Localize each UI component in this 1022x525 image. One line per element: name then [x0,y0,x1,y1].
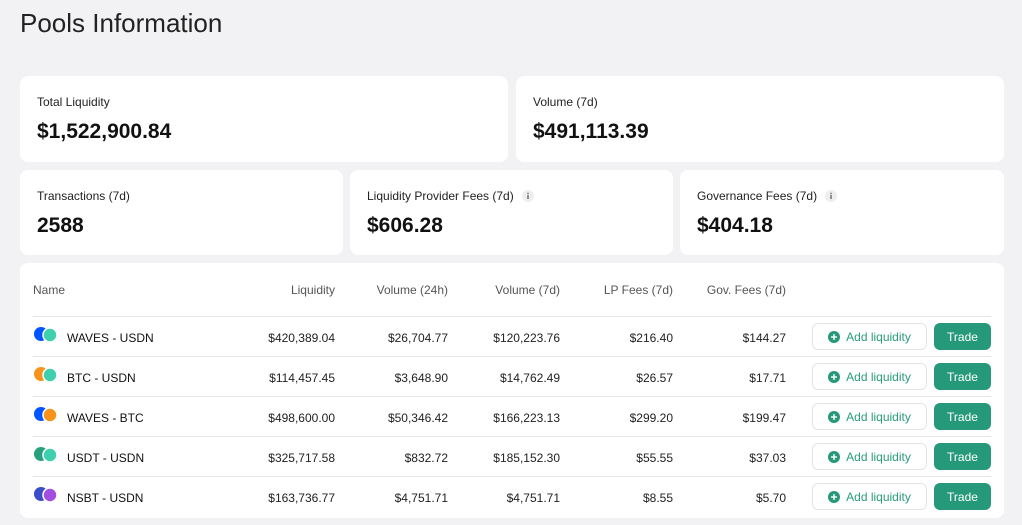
cell: $37.03 [749,451,786,465]
column-header: Volume (7d) [495,283,560,297]
pool-icon [34,407,58,423]
info-icon[interactable] [521,190,534,202]
stat-label: Liquidity Provider Fees (7d) [367,189,514,203]
stat-card: Governance Fees (7d) $404.18 [680,170,1004,255]
column-header: Name [33,283,66,297]
cell: $163,736.77 [268,491,335,505]
add-liquidity-label: Add liquidity [846,329,911,344]
trade-button[interactable]: Trade [934,363,991,390]
pool-name: WAVES - USDN [33,325,154,345]
plus-icon [828,330,841,343]
cell: $120,223.76 [493,331,560,345]
cell: $299.20 [629,411,673,425]
pool-name-text: WAVES - USDN [67,331,154,345]
pool-name: NSBT - USDN [33,485,143,505]
cell: $185,152.30 [493,451,560,465]
add-liquidity-button[interactable]: Add liquidity [812,323,927,350]
stat-value: $404.18 [697,214,773,237]
stat-label: Governance Fees (7d) [697,189,818,203]
table-row: WAVES - BTC $498,600.00 $50,346.42 $166,223… [33,396,991,436]
info-icon[interactable] [825,190,838,202]
stat-label: Volume (7d) [533,95,598,109]
cell: $832.72 [404,451,448,465]
add-liquidity-label: Add liquidity [846,369,911,384]
stat-label-wrap: Liquidity Provider Fees (7d) [367,189,534,203]
cell: $325,717.58 [268,451,335,465]
cell: $55.55 [636,451,673,465]
cell: $498,600.00 [268,411,335,425]
cell: $4,751.71 [394,491,448,505]
cell: $4,751.71 [506,491,560,505]
column-header: Liquidity [290,283,335,297]
pool-icon [34,447,58,463]
table-row: WAVES - USDN $420,389.04 $26,704.77 $120,22… [33,316,991,356]
pool-icon [34,367,58,383]
pool-icon [34,327,58,343]
cell: $166,223.13 [493,411,560,425]
pools-table: Name Liquidity Volume (24h) Volume (7d) LP F… [20,263,1004,518]
plus-icon [828,490,841,503]
cell: $14,762.49 [499,371,560,385]
plus-icon [828,410,841,423]
column-header: Volume (24h) [376,283,448,297]
cell: $26.57 [636,371,673,385]
add-liquidity-label: Add liquidity [846,449,911,464]
table-row: NSBT - USDN $163,736.77 $4,751.71 $4,751.71… [33,476,991,516]
column-header: LP Fees (7d) [603,283,673,297]
cell: $26,704.77 [387,331,448,345]
pool-icon [34,487,58,503]
stat-label: Transactions (7d) [37,189,130,203]
trade-button[interactable]: Trade [934,323,991,350]
table-header: Name Liquidity Volume (24h) Volume (7d) LP F… [33,283,991,299]
cell: $420,389.04 [268,331,335,345]
cell: $144.27 [742,331,786,345]
add-liquidity-button[interactable]: Add liquidity [812,443,927,470]
table-row: USDT - USDN $325,717.58 $832.72 $185,152.30… [33,436,991,476]
plus-icon [828,370,841,383]
cell: $17.71 [749,371,786,385]
trade-button[interactable]: Trade [934,443,991,470]
table-row: BTC - USDN $114,457.45 $3,648.90 $14,762.49… [33,356,991,396]
cell: $5.70 [755,491,786,505]
stat-card: Transactions (7d) 2588 [20,170,343,255]
add-liquidity-label: Add liquidity [846,409,911,424]
add-liquidity-button[interactable]: Add liquidity [812,403,927,430]
pool-name-text: BTC - USDN [67,371,136,385]
stat-label-wrap: Governance Fees (7d) [697,189,838,203]
stat-card: Total Liquidity $1,522,900.84 [20,76,508,162]
stat-card: Liquidity Provider Fees (7d) $606.28 [350,170,673,255]
add-liquidity-button[interactable]: Add liquidity [812,483,927,510]
trade-button[interactable]: Trade [934,483,991,510]
cell: $3,648.90 [394,371,448,385]
page-title: Pools Information [20,8,223,38]
stat-value: $606.28 [367,214,443,237]
column-header: Gov. Fees (7d) [706,283,786,297]
cell: $50,346.42 [387,411,448,425]
stat-card: Volume (7d) $491,113.39 [516,76,1004,162]
stat-value: $1,522,900.84 [37,120,172,143]
trade-button[interactable]: Trade [934,403,991,430]
pool-name-text: NSBT - USDN [67,491,144,505]
stat-value: 2588 [37,214,84,237]
pool-name-text: WAVES - BTC [67,411,144,425]
cell: $114,457.45 [269,371,335,385]
pool-name: USDT - USDN [33,445,144,465]
add-liquidity-label: Add liquidity [846,489,911,504]
cell: $216.40 [629,331,673,345]
stat-value: $491,113.39 [533,120,649,143]
plus-icon [828,450,841,463]
pool-name: BTC - USDN [33,365,136,385]
add-liquidity-button[interactable]: Add liquidity [812,363,927,390]
stat-label: Total Liquidity [37,95,110,109]
pool-name: WAVES - BTC [33,405,144,425]
cell: $199.47 [742,411,786,425]
pool-name-text: USDT - USDN [67,451,145,465]
cell: $8.55 [642,491,673,505]
